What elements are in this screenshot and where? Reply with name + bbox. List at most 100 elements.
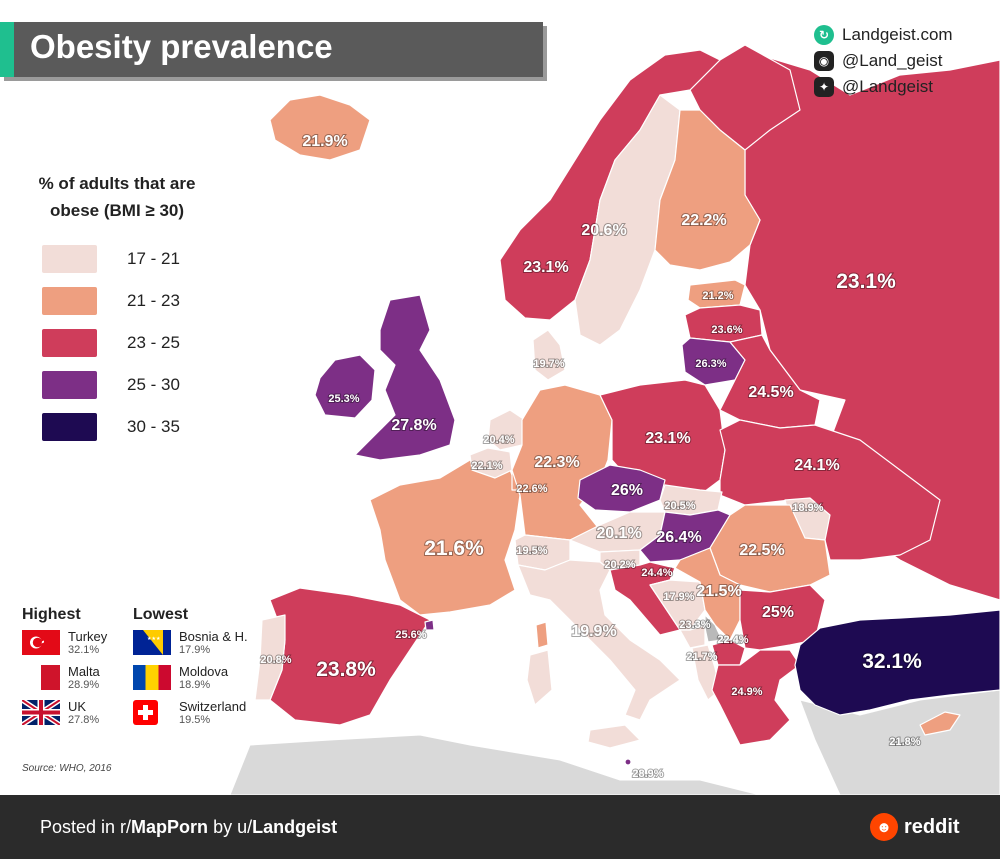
label-italy: 19.9%	[571, 623, 616, 640]
footer-posted-in: Posted in r/	[40, 817, 132, 837]
legend-range: 21 - 23	[127, 291, 180, 310]
highest-item: Turkey 32.1%	[22, 630, 107, 665]
label-moldova: 18.9%	[792, 502, 823, 514]
legend-swatch	[42, 287, 97, 315]
switzerland-flag-icon	[133, 700, 158, 725]
social-website[interactable]: ↻ Landgeist.com	[814, 22, 953, 48]
turkey-flag-icon	[22, 630, 60, 655]
label-turkey: 32.1%	[862, 650, 922, 673]
highest-list: Highest Turkey 32.1% Malta 28.9% UK 27.8…	[22, 606, 107, 735]
page-title: Obesity prevalence	[30, 28, 333, 65]
highest-name: UK	[68, 699, 87, 714]
country-italy	[517, 559, 681, 721]
footer-by: by u/	[208, 817, 253, 837]
footer-subreddit[interactable]: MapPorn	[131, 817, 209, 837]
footer-attribution: Posted in r/MapPorn by u/Landgeist	[40, 817, 337, 838]
label-finland: 22.2%	[681, 212, 726, 229]
social-twitter[interactable]: ✦ @Landgeist	[814, 74, 953, 100]
legend-swatch	[42, 371, 97, 399]
lowest-name: Moldova	[179, 664, 229, 679]
lowest-value: 18.9%	[179, 679, 211, 691]
country-turkey	[794, 609, 1000, 716]
label-bulgaria: 25%	[762, 604, 794, 621]
lowest-item: Switzerland 19.5%	[133, 700, 248, 735]
label-malta: 28.9%	[632, 768, 663, 780]
country-malta	[624, 758, 632, 766]
country-uk	[354, 294, 456, 461]
label-north-macedonia: 22.4%	[717, 634, 748, 646]
label-belgium: 22.1%	[471, 460, 502, 472]
label-estonia: 21.2%	[702, 290, 733, 302]
lowest-name: Bosnia & H.	[179, 629, 248, 644]
legend-swatch	[42, 413, 97, 441]
country-france	[369, 459, 521, 616]
legend-item: 30 - 35	[42, 406, 212, 448]
label-luxembourg: 22.6%	[516, 483, 547, 495]
country-france-corsica	[535, 621, 549, 649]
highest-value: 28.9%	[68, 679, 100, 691]
lowest-value: 17.9%	[179, 644, 211, 656]
instagram-text: @Land_geist	[842, 51, 943, 70]
instagram-icon: ◉	[814, 51, 834, 71]
legend-item: 21 - 23	[42, 280, 212, 322]
reddit-icon: ☻	[870, 813, 898, 841]
svg-text:★★★: ★★★	[147, 636, 161, 642]
country-italy-sardinia	[526, 649, 553, 706]
label-germany: 22.3%	[534, 454, 579, 471]
social-links: ↻ Landgeist.com ◉ @Land_geist ✦ @Landgei…	[814, 22, 953, 100]
website-text: Landgeist.com	[842, 25, 953, 44]
legend-range: 30 - 35	[127, 417, 180, 436]
lowest-item: Moldova 18.9%	[133, 665, 248, 700]
legend-range: 25 - 30	[127, 375, 180, 394]
label-france: 21.6%	[424, 537, 484, 560]
source-note: Source: WHO, 2016	[22, 763, 112, 774]
label-norway: 23.1%	[523, 259, 568, 276]
europe-map: 21.9% 23.1% 20.6% 22.2% 23.1% 21.2% 23.6…	[229, 44, 1000, 795]
legend-range: 17 - 21	[127, 249, 180, 268]
label-greece: 24.9%	[731, 686, 762, 698]
legend-swatch	[42, 245, 97, 273]
label-romania: 22.5%	[739, 542, 784, 559]
moldova-flag-icon	[133, 665, 171, 690]
country-ireland	[314, 354, 376, 419]
label-latvia: 23.6%	[711, 324, 742, 336]
highest-item: UK 27.8%	[22, 700, 107, 735]
footer-user[interactable]: Landgeist	[252, 817, 338, 837]
label-uk: 27.8%	[391, 417, 436, 434]
country-cyprus	[919, 711, 961, 736]
highest-value: 32.1%	[68, 644, 100, 656]
north-africa-land	[229, 734, 761, 795]
label-slovakia: 20.5%	[664, 500, 695, 512]
label-denmark: 19.7%	[533, 358, 564, 370]
footer-bar: Posted in r/MapPorn by u/Landgeist ☻ red…	[0, 795, 1000, 859]
country-north-macedonia	[711, 639, 746, 666]
label-slovenia: 20.2%	[604, 559, 635, 571]
globe-icon: ↻	[814, 25, 834, 45]
label-ireland: 25.3%	[328, 393, 359, 405]
country-montenegro	[679, 624, 706, 649]
country-germany	[511, 384, 613, 541]
uk-flag-icon	[22, 700, 60, 725]
label-austria: 20.1%	[596, 525, 641, 542]
social-instagram[interactable]: ◉ @Land_geist	[814, 48, 953, 74]
title-banner: Obesity prevalence	[0, 22, 543, 77]
country-belarus	[719, 334, 821, 429]
country-portugal	[254, 614, 286, 701]
country-finland	[654, 109, 761, 271]
reddit-brand[interactable]: ☻ reddit	[870, 813, 960, 841]
bosnia-flag-icon: ★★★	[133, 630, 171, 655]
label-ukraine: 24.1%	[794, 457, 839, 474]
label-czechia: 26%	[611, 482, 643, 499]
label-belarus: 24.5%	[748, 384, 793, 401]
label-poland: 23.1%	[645, 430, 690, 447]
highest-item: Malta 28.9%	[22, 665, 107, 700]
label-serbia: 21.5%	[696, 583, 741, 600]
country-iceland	[269, 94, 371, 161]
legend-item: 23 - 25	[42, 322, 212, 364]
twitter-icon: ✦	[814, 77, 834, 97]
label-switzerland: 19.5%	[516, 545, 547, 557]
label-lithuania: 26.3%	[695, 358, 726, 370]
label-cyprus: 21.8%	[889, 736, 920, 748]
label-andorra: 25.6%	[395, 629, 426, 641]
legend-title-line1: % of adults that are	[38, 174, 196, 193]
